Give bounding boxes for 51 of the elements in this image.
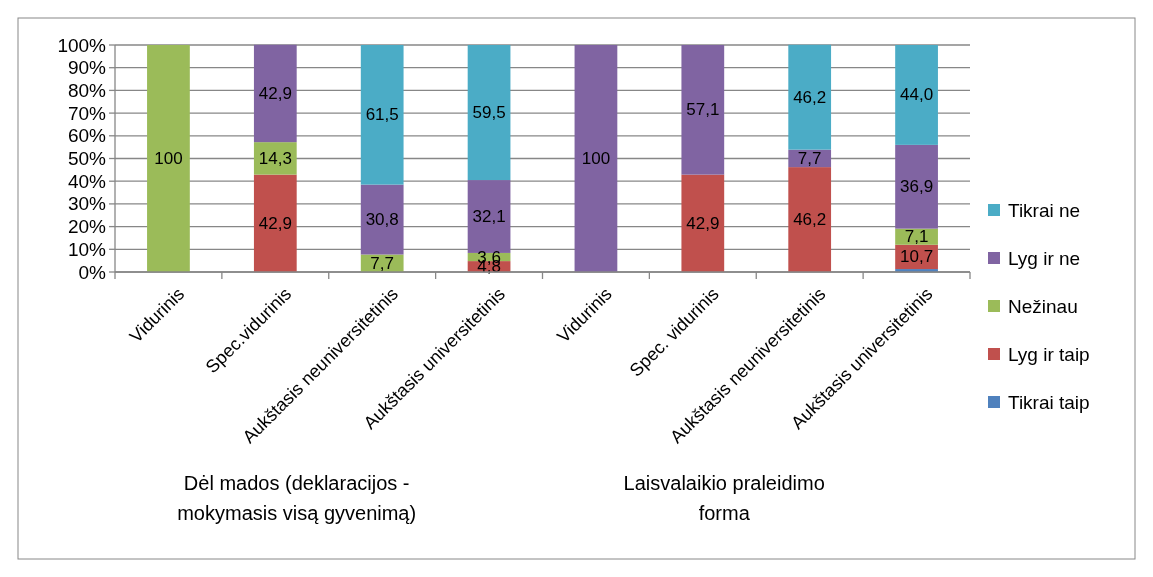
- data-label: 57,1: [686, 100, 720, 120]
- legend-label: Lyg ir ne: [1008, 247, 1081, 269]
- data-label: 44,0: [900, 85, 934, 105]
- data-label: 46,2: [793, 210, 827, 230]
- bar: [681, 174, 725, 272]
- data-label: 42,9: [258, 83, 292, 103]
- y-tick-label: 100%: [57, 34, 107, 56]
- y-tick-label: 0%: [78, 261, 107, 283]
- data-label: 32,1: [472, 207, 506, 226]
- bar: [360, 184, 404, 255]
- y-tick-label: 20%: [67, 216, 107, 238]
- data-label: 30,8: [365, 210, 399, 230]
- bar: [253, 174, 297, 272]
- bar: [147, 45, 190, 272]
- y-tick-label: 40%: [67, 170, 107, 192]
- bar: [788, 167, 832, 272]
- legend-label: Tikrai ne: [1008, 199, 1081, 221]
- data-label: 14,3: [258, 148, 292, 168]
- text: Laisvalaikio praleidimo forma: [623, 472, 825, 524]
- data-label: 42,9: [258, 213, 292, 233]
- bar: [895, 144, 938, 229]
- data-label: 7,7: [370, 253, 395, 273]
- legend-label: Lyg ir taip: [1008, 343, 1090, 365]
- y-tick-label: 60%: [67, 125, 107, 147]
- data-label: 7,7: [797, 148, 822, 168]
- bar: [681, 45, 725, 175]
- bar: [253, 44, 297, 143]
- data-label: 59,5: [472, 103, 506, 123]
- bar: [574, 45, 618, 272]
- y-tick-label: 80%: [67, 79, 107, 101]
- bar: [467, 45, 511, 181]
- data-label: 100: [154, 149, 183, 168]
- y-tick-label: 10%: [67, 238, 107, 260]
- bar: [360, 45, 404, 185]
- bar: [467, 180, 511, 253]
- y-tick-label: 30%: [67, 193, 107, 215]
- legend-label: Nežinau: [1008, 295, 1078, 317]
- data-label: 100: [581, 149, 611, 168]
- legend-label: Tikrai taip: [1008, 391, 1090, 413]
- data-label: 7,1: [904, 227, 929, 247]
- data-label: 61,5: [365, 105, 399, 125]
- data-label: 46,2: [793, 87, 827, 107]
- data-label: 10,7: [900, 247, 934, 267]
- y-tick-label: 50%: [67, 148, 107, 169]
- data-label: 36,9: [900, 177, 934, 197]
- y-tick-label: 70%: [67, 102, 107, 124]
- y-tick-label: 90%: [67, 57, 107, 79]
- bar: [895, 45, 938, 145]
- bar: [788, 44, 832, 150]
- text: Dėl mados (deklaracijos - mokymasis visą gyvenimą): [177, 472, 417, 524]
- data-label: 42,9: [686, 213, 720, 233]
